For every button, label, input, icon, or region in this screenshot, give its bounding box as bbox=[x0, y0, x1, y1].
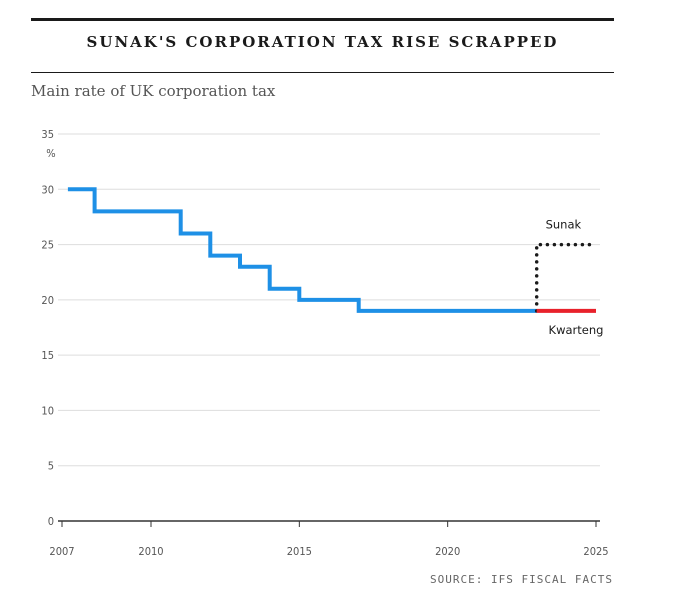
sunak-label: Sunak bbox=[546, 218, 582, 232]
y-unit-label: % bbox=[46, 147, 55, 160]
x-tick-label: 2010 bbox=[138, 545, 163, 558]
x-tick-label: 2007 bbox=[49, 545, 74, 558]
x-tick-label: 2015 bbox=[287, 545, 312, 558]
y-tick-label: 25 bbox=[41, 239, 54, 252]
kwarteng-label: Kwarteng bbox=[549, 323, 604, 337]
x-tick-label: 2020 bbox=[435, 545, 460, 558]
top-rule bbox=[31, 18, 614, 21]
title-rule bbox=[31, 72, 614, 73]
chart-title: SUNAK'S CORPORATION TAX RISE SCRAPPED bbox=[86, 33, 559, 51]
y-tick-label: 10 bbox=[41, 404, 54, 417]
y-tick-label: 5 bbox=[48, 460, 54, 473]
chart-subtitle: Main rate of UK corporation tax bbox=[31, 82, 276, 100]
y-tick-label: 35 bbox=[41, 128, 54, 141]
main-rate-line bbox=[67, 187, 537, 313]
x-tick-label: 2025 bbox=[583, 545, 608, 558]
y-tick-label: 0 bbox=[48, 515, 54, 528]
sunak-line bbox=[534, 242, 598, 313]
y-tick-label: 30 bbox=[41, 183, 54, 196]
y-tick-label: 20 bbox=[41, 294, 54, 307]
source-note: SOURCE: IFS FISCAL FACTS bbox=[430, 573, 613, 586]
y-tick-label: 15 bbox=[41, 349, 54, 362]
